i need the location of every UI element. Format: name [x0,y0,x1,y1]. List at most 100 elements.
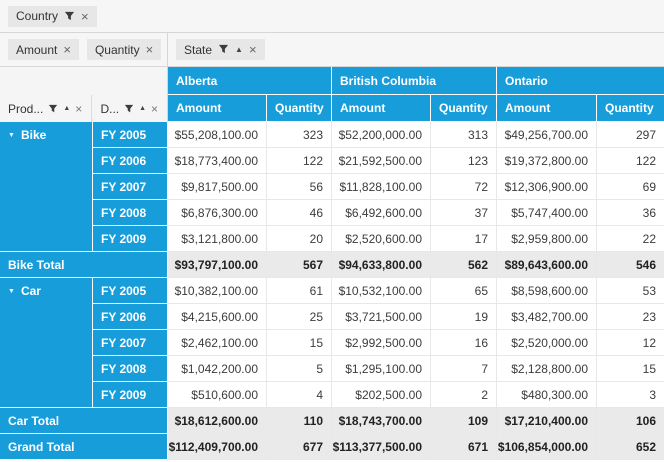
row-header-year[interactable]: FY 2009 [93,382,168,408]
value-cell: 36 [597,200,664,226]
sort-asc-icon[interactable]: ▲ [63,105,71,112]
value-cell: $2,959,800.00 [497,226,597,252]
value-cell: $6,492,600.00 [332,200,431,226]
value-cell: 53 [597,278,664,304]
measure-header-amount[interactable]: Amount [497,95,597,122]
row-header-year[interactable]: FY 2007 [93,174,168,200]
value-cell: $18,773,400.00 [168,148,267,174]
value-cell: $55,208,100.00 [168,122,267,148]
row-header-product-car[interactable]: ▼ Car [0,278,93,408]
close-icon[interactable]: × [81,8,89,24]
values-field-bar: Amount × Quantity × [0,33,168,66]
value-cell: $19,372,800.00 [497,148,597,174]
total-value-cell: $17,210,400.00 [497,408,597,434]
filter-icon[interactable] [64,11,75,22]
measure-header-amount[interactable]: Amount [168,95,267,122]
value-cell: $3,482,700.00 [497,304,597,330]
close-icon[interactable]: × [145,42,154,57]
measure-header-quantity[interactable]: Quantity [267,95,332,122]
value-cell: $2,992,500.00 [332,330,431,356]
total-value-cell: $93,797,100.00 [168,252,267,278]
filter-icon[interactable] [124,104,134,114]
value-cell: $3,121,800.00 [168,226,267,252]
measure-header-quantity[interactable]: Quantity [597,95,664,122]
value-cell: $10,382,100.00 [168,278,267,304]
value-cell: 15 [267,330,332,356]
total-value-cell: $18,612,600.00 [168,408,267,434]
grand-total-row-header: Grand Total [0,434,168,460]
value-cell: 12 [597,330,664,356]
filter-field-bar: Country × [0,0,664,33]
row-header-year[interactable]: FY 2006 [93,304,168,330]
row-header-year[interactable]: FY 2007 [93,330,168,356]
value-cell: 69 [597,174,664,200]
value-cell: $8,598,600.00 [497,278,597,304]
filter-icon[interactable] [218,44,229,55]
row-field-date[interactable]: D... ▲ × [92,95,167,122]
column-field-state[interactable]: State ▲ × [176,39,265,60]
value-cell: $9,817,500.00 [168,174,267,200]
filter-icon[interactable] [48,104,58,114]
value-cell: 2 [431,382,497,408]
filter-field-country[interactable]: Country × [8,5,97,27]
measure-header-quantity[interactable]: Quantity [431,95,497,122]
value-cell: 323 [267,122,332,148]
total-value-cell: 546 [597,252,664,278]
value-cell: 16 [431,330,497,356]
close-icon[interactable]: × [248,42,257,57]
value-cell: 37 [431,200,497,226]
sort-asc-icon[interactable]: ▲ [139,105,147,112]
field-bars: Amount × Quantity × State ▲ × [0,33,664,67]
value-field-amount[interactable]: Amount × [8,39,79,60]
value-cell: 22 [597,226,664,252]
close-icon[interactable]: × [63,42,71,57]
total-value-cell: 110 [267,408,332,434]
row-header-year[interactable]: FY 2008 [93,356,168,382]
measure-header-amount[interactable]: Amount [332,95,431,122]
column-group-ontario[interactable]: Ontario [497,67,664,95]
collapse-expander-icon[interactable]: ▼ [8,287,15,295]
value-cell: $11,828,100.00 [332,174,431,200]
column-group-alberta[interactable]: Alberta [168,67,332,95]
row-fields-corner: Prod... ▲ × D... ▲ × [0,67,168,122]
close-icon[interactable]: × [151,101,159,116]
value-cell: 72 [431,174,497,200]
row-field-product[interactable]: Prod... ▲ × [0,95,93,122]
value-cell: $2,462,100.00 [168,330,267,356]
collapse-expander-icon[interactable]: ▼ [8,131,15,139]
value-cell: 123 [431,148,497,174]
field-label: D... [100,101,120,116]
value-cell: 17 [431,226,497,252]
value-cell: 19 [431,304,497,330]
value-cell: 313 [431,122,497,148]
total-value-cell: 109 [431,408,497,434]
grand-total-value-cell: $113,377,500.00 [332,434,431,460]
total-value-cell: $94,633,800.00 [332,252,431,278]
grand-total-value-cell: 677 [267,434,332,460]
value-cell: $52,200,000.00 [332,122,431,148]
row-header-product-bike[interactable]: ▼ Bike [0,122,93,252]
row-header-year[interactable]: FY 2009 [93,226,168,252]
total-row-header: Car Total [0,408,168,434]
value-cell: $10,532,100.00 [332,278,431,304]
value-cell: $2,520,000.00 [497,330,597,356]
value-cell: $6,876,300.00 [168,200,267,226]
value-cell: 15 [597,356,664,382]
sort-asc-icon[interactable]: ▲ [235,44,243,54]
field-label: Country [16,9,59,23]
value-cell: $202,500.00 [332,382,431,408]
column-group-british-columbia[interactable]: British Columbia [332,67,497,95]
close-icon[interactable]: × [75,101,83,116]
row-header-year[interactable]: FY 2008 [93,200,168,226]
value-cell: 65 [431,278,497,304]
value-cell: $1,042,200.00 [168,356,267,382]
value-cell: 297 [597,122,664,148]
row-header-year[interactable]: FY 2005 [93,122,168,148]
value-cell: 56 [267,174,332,200]
row-header-year[interactable]: FY 2005 [93,278,168,304]
grand-total-value-cell: $112,409,700.00 [168,434,267,460]
value-field-quantity[interactable]: Quantity × [86,39,162,60]
grand-total-value-cell: 671 [431,434,497,460]
row-header-year[interactable]: FY 2006 [93,148,168,174]
row-header-label: Bike [20,128,47,142]
